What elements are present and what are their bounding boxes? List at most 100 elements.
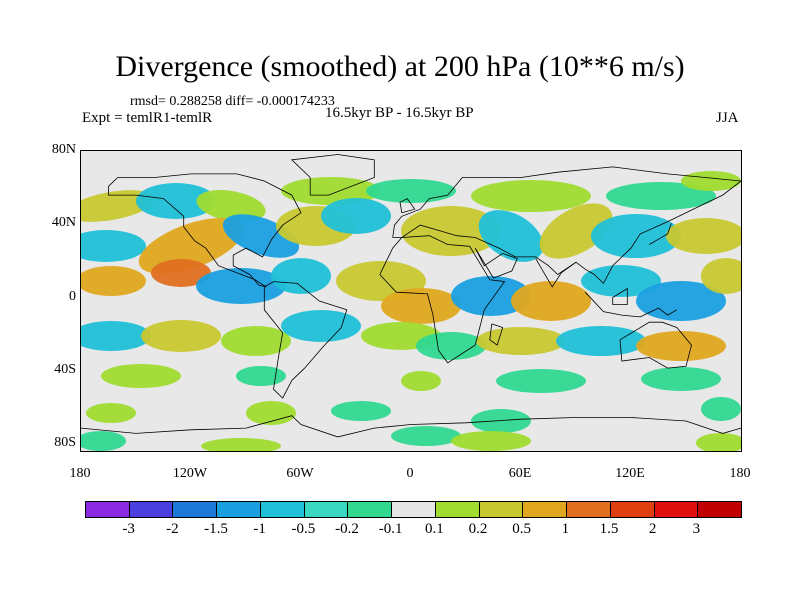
divergence-contour bbox=[636, 281, 726, 321]
divergence-contour bbox=[591, 214, 681, 258]
divergence-contour bbox=[381, 288, 461, 324]
lon-label-120e: 120E bbox=[615, 466, 645, 481]
divergence-contour bbox=[606, 182, 716, 210]
colorbar-tick-label: 0.2 bbox=[468, 521, 488, 537]
colorbar-tick-label: -0.5 bbox=[291, 521, 316, 537]
divergence-contour bbox=[101, 364, 181, 388]
lon-label-60w: 60W bbox=[286, 466, 314, 481]
divergence-contour bbox=[81, 190, 156, 222]
divergence-contour bbox=[196, 268, 286, 304]
divergence-field bbox=[81, 171, 741, 451]
divergence-contour bbox=[221, 326, 291, 356]
coastline bbox=[474, 247, 518, 279]
divergence-contour bbox=[556, 326, 646, 356]
colorbar-tick-label: -2 bbox=[166, 521, 179, 537]
lat-label-40s: 40S bbox=[54, 362, 76, 377]
divergence-contour bbox=[416, 332, 486, 360]
coastline bbox=[108, 173, 302, 288]
lon-label-60e: 60E bbox=[508, 466, 532, 481]
divergence-contour bbox=[136, 183, 216, 219]
divergence-contour bbox=[701, 397, 741, 421]
coastline bbox=[649, 223, 672, 245]
divergence-contour bbox=[539, 203, 613, 259]
colorbar-segment bbox=[698, 502, 742, 517]
coastline bbox=[535, 258, 577, 288]
coastlines bbox=[81, 154, 741, 438]
divergence-contour bbox=[681, 171, 741, 191]
colorbar-tick-label: -0.1 bbox=[378, 521, 403, 537]
coastline bbox=[263, 281, 348, 399]
colorbar-tick-label: -1 bbox=[253, 521, 266, 537]
colorbar-segment bbox=[479, 502, 524, 517]
divergence-contour bbox=[451, 431, 531, 451]
season-label: JJA bbox=[716, 110, 739, 126]
divergence-contour bbox=[366, 179, 456, 203]
divergence-contour bbox=[478, 210, 544, 262]
divergence-contour bbox=[581, 265, 661, 297]
divergence-contour bbox=[271, 258, 331, 294]
coastline bbox=[399, 198, 416, 214]
colorbar-segment bbox=[173, 502, 218, 517]
colorbar-segment bbox=[217, 502, 261, 517]
colorbar-segment bbox=[348, 502, 393, 517]
colorbar-segment bbox=[610, 502, 655, 517]
divergence-contour bbox=[401, 371, 441, 391]
divergence-contour bbox=[666, 218, 741, 254]
colorbar-tick-label: 1.5 bbox=[599, 521, 619, 537]
divergence-contour bbox=[511, 281, 591, 321]
colorbar-segment bbox=[654, 502, 699, 517]
colorbar-segment bbox=[523, 502, 568, 517]
stats-text: rmsd= 0.288258 diff= -0.000174233 bbox=[130, 94, 335, 109]
divergence-contour bbox=[201, 438, 281, 451]
coastline bbox=[489, 323, 504, 346]
colorbar-tick-label: 2 bbox=[648, 521, 657, 537]
coastline bbox=[392, 166, 741, 285]
divergence-contour bbox=[471, 180, 591, 212]
colorbar-tick-label: -3 bbox=[122, 521, 135, 537]
colorbar bbox=[85, 501, 742, 518]
divergence-contour bbox=[86, 403, 136, 423]
coastline bbox=[612, 287, 628, 305]
chart-title: Divergence (smoothed) at 200 hPa (10**6 … bbox=[115, 50, 685, 83]
divergence-contour bbox=[496, 369, 586, 393]
divergence-contour bbox=[81, 230, 146, 262]
colorbar-segment bbox=[567, 502, 611, 517]
divergence-contour bbox=[701, 258, 741, 294]
divergence-contour bbox=[196, 190, 266, 222]
divergence-contour bbox=[246, 401, 296, 425]
map-plot-area bbox=[80, 150, 742, 452]
lon-label-180e: 180 bbox=[729, 466, 751, 481]
divergence-contour bbox=[81, 431, 126, 451]
divergence-contour bbox=[138, 218, 244, 274]
coastline bbox=[81, 415, 741, 438]
lat-label-eq: 0 bbox=[69, 289, 76, 304]
lat-label-80s: 80S bbox=[54, 435, 76, 450]
colorbar-tick-label: -1.5 bbox=[204, 521, 228, 537]
divergence-contour bbox=[141, 320, 221, 352]
lat-label-80n: 80N bbox=[51, 142, 76, 157]
colorbar-tick-label: 0.5 bbox=[512, 521, 532, 537]
divergence-contour bbox=[636, 331, 726, 361]
colorbar-segment bbox=[392, 502, 436, 517]
divergence-contour bbox=[476, 327, 566, 355]
divergence-contour bbox=[281, 310, 361, 342]
colorbar-segment bbox=[129, 502, 174, 517]
colorbar-tick-label: 1 bbox=[561, 521, 570, 537]
divergence-contour bbox=[81, 266, 146, 296]
coastline bbox=[379, 235, 506, 364]
colorbar-tick-label: 3 bbox=[692, 521, 701, 537]
divergence-contour bbox=[236, 366, 286, 386]
colorbar-segment bbox=[435, 502, 480, 517]
lon-label-180w: 180 bbox=[69, 466, 91, 481]
divergence-contour bbox=[471, 409, 531, 433]
colorbar-segment bbox=[304, 502, 349, 517]
colorbar-segment bbox=[260, 502, 305, 517]
period-label: 16.5kyr BP - 16.5kyr BP bbox=[325, 105, 474, 121]
divergence-contour bbox=[81, 321, 151, 351]
divergence-contour bbox=[321, 198, 391, 234]
colorbar-segment bbox=[86, 502, 130, 517]
divergence-contour bbox=[451, 276, 531, 316]
coastline bbox=[584, 291, 678, 318]
colorbar-tick-label: -0.2 bbox=[335, 521, 359, 537]
divergence-contour bbox=[151, 259, 211, 287]
